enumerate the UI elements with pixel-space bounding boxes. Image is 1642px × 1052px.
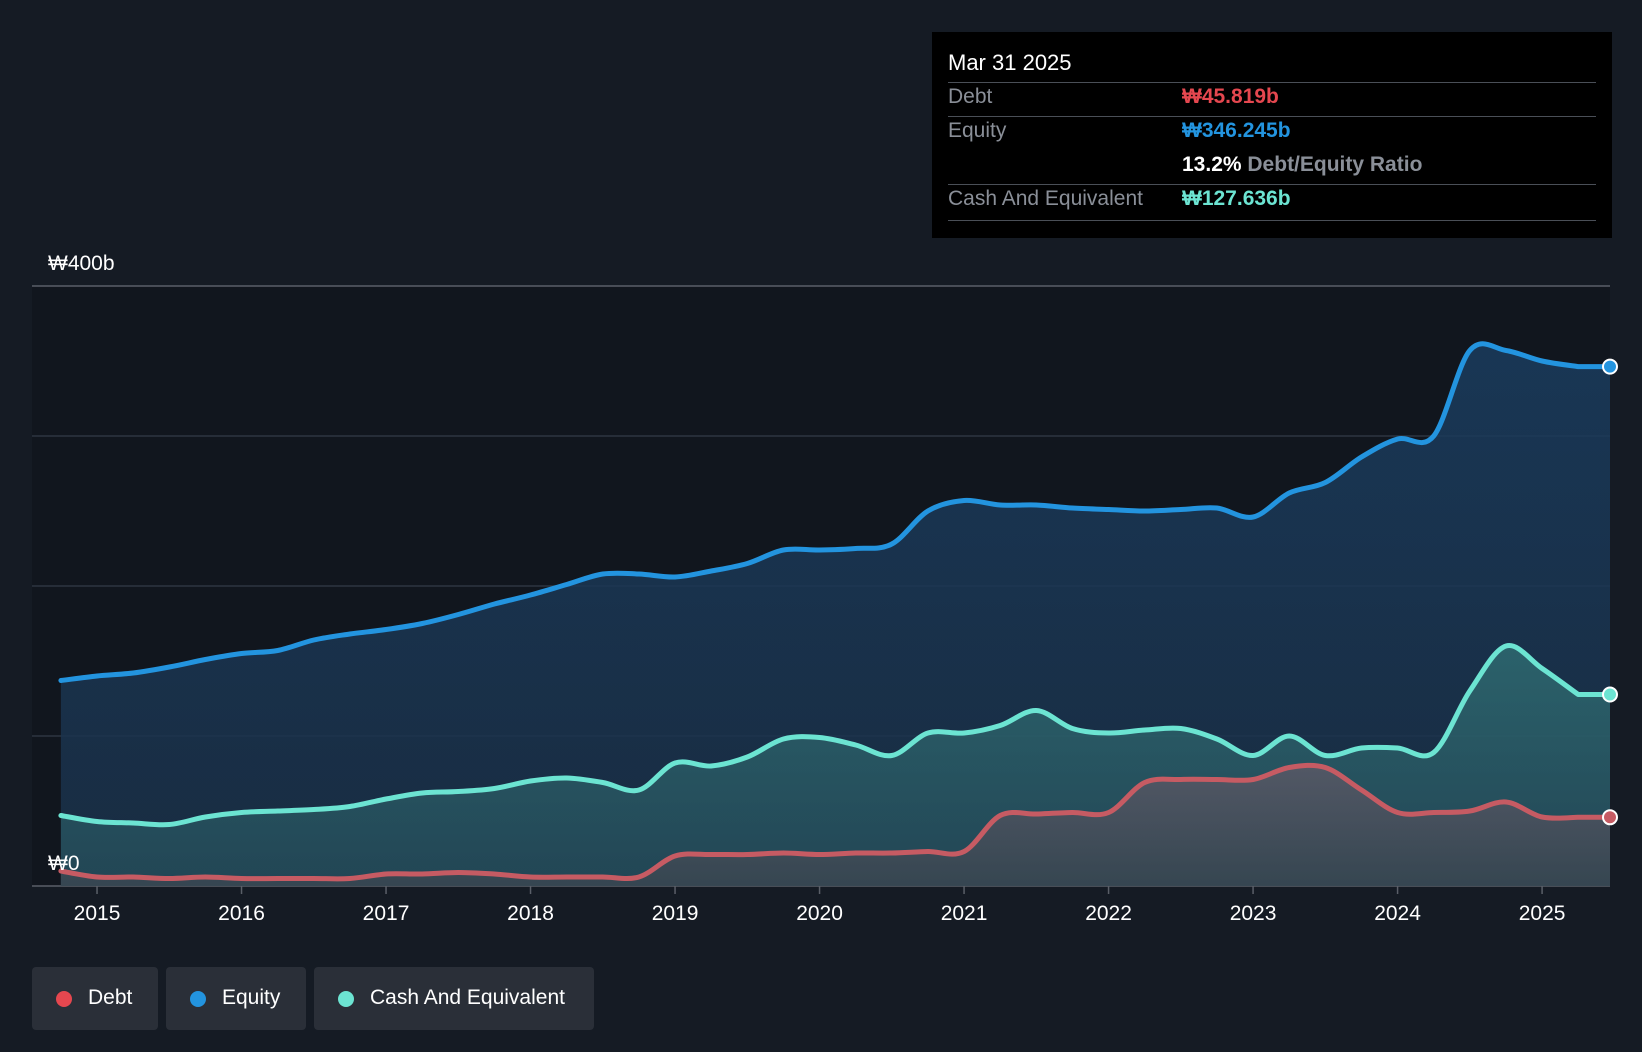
legend-item-debt[interactable]: Debt	[32, 967, 158, 1030]
series-areas	[60, 343, 1610, 886]
tooltip-ratio-value: 13.2%	[1182, 153, 1242, 176]
tooltip-row-debt: Debt ₩45.819b	[948, 85, 1596, 115]
legend-label-equity: Equity	[222, 986, 281, 1009]
tooltip-cash-label: Cash And Equivalent	[948, 187, 1143, 210]
x-tick-label: 2021	[941, 902, 988, 925]
tooltip-equity-value: ₩346.245b	[1182, 119, 1291, 142]
tooltip-equity-label: Equity	[948, 119, 1007, 142]
legend-item-cash[interactable]: Cash And Equivalent	[314, 967, 594, 1030]
tooltip-divider	[948, 184, 1596, 185]
tooltip-row-ratio: 13.2% Debt/Equity Ratio	[948, 153, 1596, 183]
x-tick-label: 2015	[74, 902, 121, 925]
tooltip-divider	[948, 82, 1596, 83]
x-axis-ticks: 2015 2016 2017 2018 2019 2020 2021 2022 2023 2024…	[74, 886, 1566, 925]
tooltip-divider	[948, 116, 1596, 117]
legend-dot-cash	[338, 991, 354, 1007]
y-tick-label-max: ₩400b	[48, 252, 115, 275]
debt-end-marker[interactable]	[1602, 809, 1618, 826]
tooltip-debt-label: Debt	[948, 85, 993, 108]
legend-dot-debt	[56, 991, 72, 1007]
tooltip-divider	[948, 220, 1596, 221]
debt-line	[58, 762, 1613, 882]
tooltip-cash-value: ₩127.636b	[1182, 187, 1291, 210]
tooltip-row-equity: Equity ₩346.245b	[948, 119, 1596, 149]
equity-line	[58, 341, 1613, 683]
x-tick-label: 2020	[796, 902, 843, 925]
y-tick-label-zero: ₩0	[48, 852, 80, 875]
tooltip-date: Mar 31 2025	[948, 50, 1072, 75]
debt-area	[60, 765, 1610, 886]
cash-end-marker[interactable]	[1602, 686, 1618, 703]
legend-item-equity[interactable]: Equity	[166, 967, 306, 1030]
legend-label-debt: Debt	[88, 986, 133, 1009]
x-tick-label: 2024	[1374, 902, 1421, 925]
x-tick-label: 2022	[1085, 902, 1132, 925]
series-end-markers	[1602, 358, 1618, 826]
x-tick-label: 2019	[652, 902, 699, 925]
x-tick-label: 2016	[218, 902, 265, 925]
tooltip: Mar 31 2025 Debt ₩45.819b Equity ₩346.24…	[932, 32, 1612, 238]
tooltip-ratio: 13.2% Debt/Equity Ratio	[1182, 153, 1422, 177]
tooltip-row-cash: Cash And Equivalent ₩127.636b	[948, 187, 1596, 217]
series-lines	[58, 341, 1613, 882]
cash-line	[58, 643, 1613, 828]
equity-end-marker[interactable]	[1602, 358, 1618, 375]
x-tick-label: 2025	[1519, 902, 1566, 925]
legend-dot-equity	[190, 991, 206, 1007]
tooltip-ratio-label: Debt/Equity Ratio	[1247, 153, 1423, 176]
x-tick-label: 2017	[363, 902, 410, 925]
legend-label-cash: Cash And Equivalent	[370, 986, 565, 1009]
tooltip-debt-value: ₩45.819b	[1182, 85, 1279, 108]
x-tick-label: 2018	[507, 902, 554, 925]
x-tick-label: 2023	[1230, 902, 1277, 925]
